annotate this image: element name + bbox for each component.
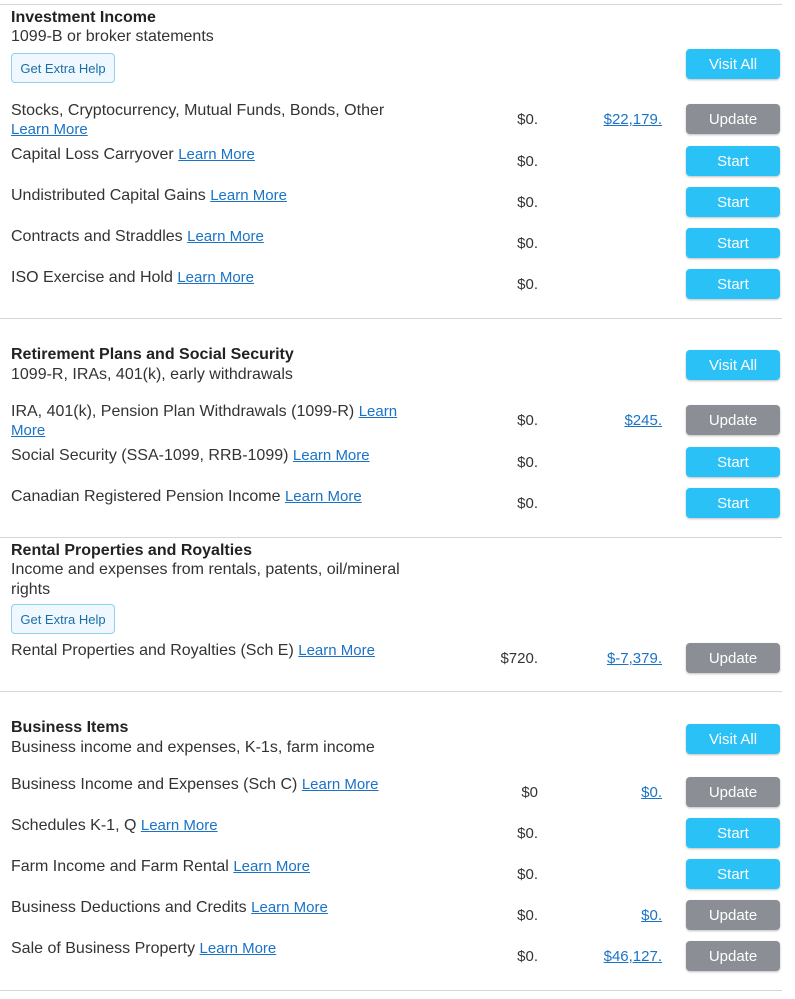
amount-value: $0. xyxy=(517,276,538,293)
investment-section-subtitle: 1099-B or broker statements xyxy=(11,28,214,45)
row-label-text: Business Income and Expenses (Sch C) xyxy=(11,776,298,793)
amount-link[interactable]: $22,179. xyxy=(603,111,662,128)
update-button[interactable]: Update xyxy=(686,405,780,435)
start-button[interactable]: Start xyxy=(686,269,780,299)
section-divider xyxy=(0,318,782,319)
start-button[interactable]: Start xyxy=(686,859,780,889)
list-item-label: Rental Properties and Royalties (Sch E) … xyxy=(11,641,375,660)
get-extra-help-button[interactable]: Get Extra Help xyxy=(11,53,115,83)
amount-value: $0. xyxy=(517,825,538,842)
list-item-label: Business Deductions and Credits Learn Mo… xyxy=(11,898,328,917)
section-divider xyxy=(0,990,782,991)
learn-more-link[interactable]: Learn More xyxy=(233,858,311,875)
retirement-section-subtitle: 1099-R, IRAs, 401(k), early withdrawals xyxy=(11,366,293,383)
row-label-text: Canadian Registered Pension Income xyxy=(11,488,281,505)
business-section-title: Business Items xyxy=(11,719,129,736)
visit-all-button[interactable]: Visit All xyxy=(686,350,780,380)
list-item-label: Contracts and Straddles Learn More xyxy=(11,227,264,246)
investment-section-title: Investment Income xyxy=(11,9,156,26)
learn-more-link[interactable]: Learn More xyxy=(284,488,362,505)
amount-value: $720. xyxy=(500,650,538,667)
amount-value: $0. xyxy=(517,194,538,211)
amount-value: $0. xyxy=(517,866,538,883)
row-label-text: Capital Loss Carryover xyxy=(11,146,174,163)
row-label-text: ISO Exercise and Hold xyxy=(11,269,173,286)
visit-all-button[interactable]: Visit All xyxy=(686,49,780,79)
list-item-label: Undistributed Capital Gains Learn More xyxy=(11,186,287,205)
update-button[interactable]: Update xyxy=(686,104,780,134)
list-item-label: Capital Loss Carryover Learn More xyxy=(11,145,255,164)
learn-more-link[interactable]: Learn More xyxy=(301,776,379,793)
start-button[interactable]: Start xyxy=(686,146,780,176)
list-item-label: ISO Exercise and Hold Learn More xyxy=(11,268,254,287)
row-label-text: Farm Income and Farm Rental xyxy=(11,858,229,875)
row-label-text: Contracts and Straddles xyxy=(11,228,183,245)
amount-value: $0. xyxy=(517,495,538,512)
learn-more-link[interactable]: Learn More xyxy=(11,121,88,138)
amount-value: $0. xyxy=(517,153,538,170)
start-button[interactable]: Start xyxy=(686,228,780,258)
update-button[interactable]: Update xyxy=(686,643,780,673)
business-section-subtitle: Business income and expenses, K-1s, farm… xyxy=(11,739,375,756)
update-button[interactable]: Update xyxy=(686,777,780,807)
learn-more-link[interactable]: Learn More xyxy=(298,642,375,659)
learn-more-link[interactable]: Learn More xyxy=(292,447,370,464)
visit-all-button[interactable]: Visit All xyxy=(686,724,780,754)
list-item-label: Canadian Registered Pension Income Learn… xyxy=(11,487,362,506)
update-button[interactable]: Update xyxy=(686,900,780,930)
amount-value: $0 xyxy=(521,784,538,801)
learn-more-link[interactable]: Learn More xyxy=(251,899,328,916)
learn-more-link[interactable]: Learn More xyxy=(178,146,255,163)
amount-value: $0. xyxy=(517,907,538,924)
list-item-label: IRA, 401(k), Pension Plan Withdrawals (1… xyxy=(11,402,441,440)
retirement-section-title: Retirement Plans and Social Security xyxy=(11,346,294,363)
amount-link[interactable]: $0. xyxy=(641,907,662,924)
learn-more-link[interactable]: Learn More xyxy=(177,269,255,286)
section-divider xyxy=(0,691,782,692)
list-item-label: Schedules K-1, Q Learn More xyxy=(11,816,218,835)
list-item-label: Farm Income and Farm Rental Learn More xyxy=(11,857,310,876)
amount-value: $0. xyxy=(517,948,538,965)
row-label-text: Stocks, Cryptocurrency, Mutual Funds, Bo… xyxy=(11,102,385,119)
row-label-text: Rental Properties and Royalties (Sch E) xyxy=(11,642,294,659)
get-extra-help-button[interactable]: Get Extra Help xyxy=(11,604,115,634)
list-item-label: Sale of Business Property Learn More xyxy=(11,939,276,958)
start-button[interactable]: Start xyxy=(686,488,780,518)
row-label-text: IRA, 401(k), Pension Plan Withdrawals (1… xyxy=(11,403,355,420)
section-divider xyxy=(0,537,782,538)
amount-value: $0. xyxy=(517,454,538,471)
amount-link[interactable]: $46,127. xyxy=(603,948,662,965)
learn-more-link[interactable]: Learn More xyxy=(199,940,277,957)
amount-value: $0. xyxy=(517,235,538,252)
row-label-text: Business Deductions and Credits xyxy=(11,899,247,916)
start-button[interactable]: Start xyxy=(686,447,780,477)
amount-value: $0. xyxy=(517,412,538,429)
update-button[interactable]: Update xyxy=(686,941,780,971)
learn-more-link[interactable]: Learn More xyxy=(140,817,218,834)
amount-link[interactable]: $245. xyxy=(624,412,662,429)
learn-more-link-part1[interactable]: Learn xyxy=(358,403,398,420)
learn-more-link[interactable]: Learn More xyxy=(187,228,264,245)
row-label-text: Schedules K-1, Q xyxy=(11,817,137,834)
start-button[interactable]: Start xyxy=(686,818,780,848)
amount-link[interactable]: $-7,379. xyxy=(606,650,662,667)
list-item-label: Business Income and Expenses (Sch C) Lea… xyxy=(11,775,379,794)
learn-more-link[interactable]: Learn More xyxy=(210,187,287,204)
rental-section-subtitle: Income and expenses from rentals, patent… xyxy=(11,560,400,600)
list-item-label: Stocks, Cryptocurrency, Mutual Funds, Bo… xyxy=(11,101,481,139)
list-item-label: Social Security (SSA-1099, RRB-1099) Lea… xyxy=(11,446,370,465)
rental-subtitle-line1: Income and expenses from rentals, patent… xyxy=(11,561,400,578)
amount-value: $0. xyxy=(517,111,538,128)
row-label-text: Undistributed Capital Gains xyxy=(11,187,206,204)
start-button[interactable]: Start xyxy=(686,187,780,217)
rental-section-title: Rental Properties and Royalties xyxy=(11,542,252,559)
learn-more-link-part2[interactable]: More xyxy=(11,422,46,439)
row-label-text: Social Security (SSA-1099, RRB-1099) xyxy=(11,447,289,464)
amount-link[interactable]: $0. xyxy=(641,784,662,801)
rental-subtitle-line2: rights xyxy=(11,581,51,598)
section-divider xyxy=(0,4,782,5)
row-label-text: Sale of Business Property xyxy=(11,940,196,957)
